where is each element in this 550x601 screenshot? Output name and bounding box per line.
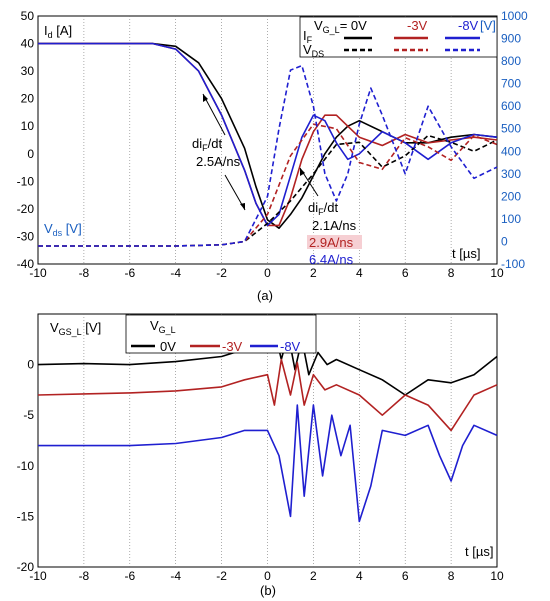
- chart-a-x-tick-label: -4: [170, 266, 181, 280]
- chart-a-arrow-left-up: [202, 93, 226, 136]
- chart-b-x-tick-label: 10: [490, 569, 504, 583]
- chart-a-y2-tick-label: 400: [501, 144, 521, 158]
- chart-a-x-label: t [µs]: [452, 246, 480, 261]
- chart-a-y2-tick-label: 1000: [501, 9, 528, 23]
- chart-a-series-line: [38, 42, 498, 227]
- chart-a-x-tick-label: -8: [79, 266, 90, 280]
- chart-a-y-tick-label: -20: [17, 202, 35, 216]
- chart-a-x-tick-label: -10: [29, 266, 47, 280]
- chart-a-arrow-left-down-head: [240, 203, 245, 210]
- chart-a-y-tick-label: 0: [27, 147, 34, 161]
- chart-a-y2-tick-label: 200: [501, 189, 521, 203]
- chart-a-series-line: [38, 64, 498, 247]
- chart-a-y2-tick-label: 800: [501, 54, 521, 68]
- chart-b-x-tick-label: 8: [448, 569, 455, 583]
- chart-a-right-axis-label: [V]: [480, 18, 496, 33]
- chart-a-legend-row-vds: VDS: [303, 42, 324, 59]
- chart-a-y-tick-label: 50: [21, 9, 35, 23]
- chart-a-rate-left-1: diF/dt: [192, 136, 222, 153]
- chart-b-x-tick-label: 0: [264, 569, 271, 583]
- chart-a-y2-tick-label: 500: [501, 122, 521, 136]
- chart-a-y2-tick-label: 300: [501, 167, 521, 181]
- chart-b-panel-label: (b): [260, 583, 276, 598]
- chart-a-x-tick-label: 0: [264, 266, 271, 280]
- chart-a-legend: VG_L= 0V IF VDS -3V -8V: [299, 16, 498, 59]
- chart-b-legend-label-0v: 0V: [160, 339, 176, 354]
- chart-a-rate-0v: 2.1A/ns: [312, 218, 357, 233]
- chart-b-y-tick-label: -20: [17, 560, 35, 574]
- chart-b-legend-header: VG_L: [150, 318, 176, 335]
- chart-a-y-tick-label: -30: [17, 229, 35, 243]
- chart-a-x-tick-label: 2: [310, 266, 317, 280]
- chart-a-legend-label-m3v: -3V: [407, 18, 428, 33]
- chart-a-y-tick-label: 10: [21, 119, 35, 133]
- chart-b-legend-label-m8v: -8V: [280, 339, 301, 354]
- chart-b-y-tick-label: -15: [17, 509, 35, 523]
- chart-b-x-tick-label: -8: [79, 569, 90, 583]
- chart-a-rate-right-1: diF/dt: [308, 200, 338, 217]
- chart-a-y-tick-label: 30: [21, 64, 35, 78]
- chart-a: -10 -8 -6 -4 -2 0 2 4 6 8 10-40-30-20-100102030405…: [17, 9, 528, 303]
- chart-b-y-label: VGS_L [V]: [50, 320, 101, 337]
- chart-b-y-tick-label: -10: [17, 459, 35, 473]
- chart-b-x-tick-label: -4: [170, 569, 181, 583]
- chart-a-rate-m3v-bg: [307, 235, 362, 249]
- chart-a-x-tick-label: 8: [448, 266, 455, 280]
- chart-b-y-tick-label: 0: [27, 358, 34, 372]
- chart-b-series-line: [37, 328, 498, 396]
- chart-a-panel-label: (a): [257, 288, 273, 303]
- chart-a-y-tick-label: 40: [21, 37, 35, 51]
- chart-a-series: [38, 42, 498, 247]
- chart-a-legend-row-if: IF: [303, 28, 313, 45]
- chart-a-rate-m3v: 2.9A/ns: [309, 235, 354, 250]
- chart-a-vds-label: Vds [V]: [44, 221, 82, 238]
- chart-b-legend-box: [125, 314, 317, 354]
- chart-a-y2-tick-label: 700: [501, 77, 521, 91]
- chart-b-y-tick-label: -5: [23, 408, 34, 422]
- chart-a-y-tick-label: 20: [21, 92, 35, 106]
- chart-a-y-label: Id [A]: [44, 23, 72, 40]
- chart-a-x-tick-label: -6: [124, 266, 135, 280]
- chart-b-x-tick-label: -6: [124, 569, 135, 583]
- chart-a-x-tick-label: 6: [402, 266, 409, 280]
- chart-a-annotations: diF/dt 2.5A/ns diF/dt 2.1A/ns 2.9A/ns 6.…: [192, 93, 362, 267]
- chart-b-series: [37, 328, 498, 523]
- chart-a-y2-tick-label: 900: [501, 32, 521, 46]
- chart-b-legend-label-m3v: -3V: [222, 339, 243, 354]
- chart-a-legend-label-m8v: -8V: [458, 18, 479, 33]
- chart-b-x-tick-label: 2: [310, 569, 317, 583]
- chart-a-arrow-right-head: [300, 168, 305, 176]
- chart-b-x-tick-label: 6: [402, 569, 409, 583]
- chart-a-rate-m8v: 6.4A/ns: [309, 252, 354, 267]
- chart-a-y-tick-label: -10: [17, 174, 35, 188]
- chart-a-y-tick-label: -40: [17, 257, 35, 271]
- chart-b-x-tick-label: -2: [216, 569, 227, 583]
- chart-b-legend: VG_L 0V -3V -8V: [125, 314, 317, 354]
- chart-a-ticks: -10 -8 -6 -4 -2 0 2 4 6 8 10-40-30-20-100102030405…: [17, 9, 528, 280]
- chart-b-x-tick-label: -10: [29, 569, 47, 583]
- chart-a-x-tick-label: 10: [490, 266, 504, 280]
- chart-a-series-line: [38, 134, 498, 247]
- chart-a-x-tick-label: -2: [216, 266, 227, 280]
- chart-a-arrow-left-up-head: [203, 94, 208, 102]
- chart-b-x-tick-label: 4: [356, 569, 363, 583]
- chart-b-grid: [83, 314, 452, 567]
- chart-a-x-tick-label: 4: [356, 266, 363, 280]
- chart-a-y2-tick-label: 0: [501, 234, 508, 248]
- chart-a-y2-tick-label: -100: [501, 257, 525, 271]
- chart-b-x-label: t [µs]: [465, 544, 493, 559]
- chart-b-series-line: [38, 404, 498, 523]
- chart-b-series-line: [37, 358, 498, 432]
- chart-a-series-line: [38, 123, 498, 247]
- chart-b-ticks: -10 -8 -6 -4 -2 0 2 4 6 8 10-20-15-10-50: [17, 358, 504, 583]
- chart-a-y2-tick-label: 600: [501, 99, 521, 113]
- chart-a-y2-tick-label: 100: [501, 212, 521, 226]
- chart-b: -10 -8 -6 -4 -2 0 2 4 6 8 10-20-15-10-50 VGS_L [V]…: [17, 313, 504, 598]
- chart-a-legend-header: VG_L= 0V: [314, 18, 367, 35]
- chart-a-rate-left-2: 2.5A/ns: [196, 154, 241, 169]
